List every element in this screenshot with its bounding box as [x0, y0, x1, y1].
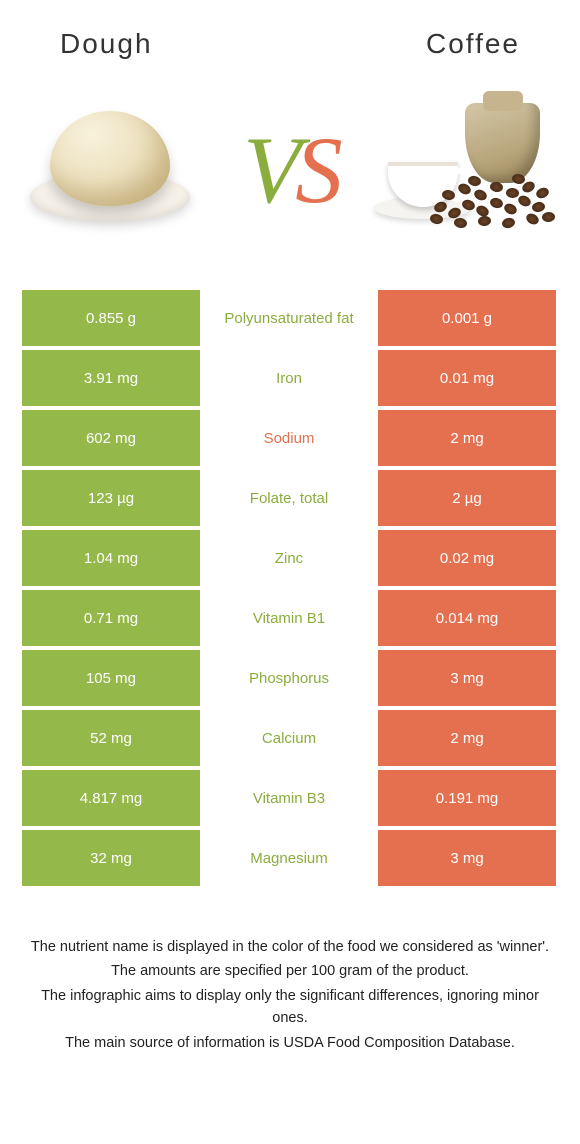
left-value: 602 mg	[22, 410, 200, 466]
comparison-table: 0.855 gPolyunsaturated fat0.001 g3.91 mg…	[0, 290, 580, 886]
table-row: 52 mgCalcium2 mg	[22, 710, 558, 766]
right-value: 3 mg	[378, 650, 556, 706]
coffee-beans	[424, 172, 554, 227]
dough-image	[20, 90, 200, 250]
footer-line: The nutrient name is displayed in the co…	[28, 936, 552, 958]
table-row: 1.04 mgZinc0.02 mg	[22, 530, 558, 586]
left-value: 105 mg	[22, 650, 200, 706]
nutrient-label: Polyunsaturated fat	[200, 290, 378, 346]
left-value: 0.855 g	[22, 290, 200, 346]
table-row: 123 µgFolate, total2 µg	[22, 470, 558, 526]
nutrient-label: Sodium	[200, 410, 378, 466]
right-value: 2 mg	[378, 710, 556, 766]
vs-label: VS	[243, 115, 337, 225]
header: Dough Coffee	[0, 0, 580, 70]
left-value: 0.71 mg	[22, 590, 200, 646]
right-value: 2 µg	[378, 470, 556, 526]
table-row: 105 mgPhosphorus3 mg	[22, 650, 558, 706]
table-row: 32 mgMagnesium3 mg	[22, 830, 558, 886]
nutrient-label: Vitamin B1	[200, 590, 378, 646]
vs-s: S	[295, 117, 337, 223]
left-value: 123 µg	[22, 470, 200, 526]
nutrient-label: Zinc	[200, 530, 378, 586]
right-value: 2 mg	[378, 410, 556, 466]
right-value: 0.191 mg	[378, 770, 556, 826]
footer-line: The main source of information is USDA F…	[28, 1032, 552, 1054]
left-value: 3.91 mg	[22, 350, 200, 406]
left-food-title: Dough	[60, 28, 153, 60]
left-value: 1.04 mg	[22, 530, 200, 586]
table-row: 3.91 mgIron0.01 mg	[22, 350, 558, 406]
table-row: 4.817 mgVitamin B30.191 mg	[22, 770, 558, 826]
table-row: 0.71 mgVitamin B10.014 mg	[22, 590, 558, 646]
right-value: 0.014 mg	[378, 590, 556, 646]
table-row: 602 mgSodium2 mg	[22, 410, 558, 466]
vs-v: V	[243, 117, 295, 223]
nutrient-label: Folate, total	[200, 470, 378, 526]
nutrient-label: Vitamin B3	[200, 770, 378, 826]
left-value: 4.817 mg	[22, 770, 200, 826]
right-food-title: Coffee	[426, 28, 520, 60]
right-value: 0.02 mg	[378, 530, 556, 586]
footer-line: The amounts are specified per 100 gram o…	[28, 960, 552, 982]
left-value: 52 mg	[22, 710, 200, 766]
right-value: 0.01 mg	[378, 350, 556, 406]
nutrient-label: Magnesium	[200, 830, 378, 886]
footer-line: The infographic aims to display only the…	[28, 985, 552, 1030]
table-row: 0.855 gPolyunsaturated fat0.001 g	[22, 290, 558, 346]
right-value: 3 mg	[378, 830, 556, 886]
footer-notes: The nutrient name is displayed in the co…	[0, 890, 580, 1054]
nutrient-label: Phosphorus	[200, 650, 378, 706]
right-value: 0.001 g	[378, 290, 556, 346]
left-value: 32 mg	[22, 830, 200, 886]
nutrient-label: Iron	[200, 350, 378, 406]
hero-row: VS	[0, 70, 580, 290]
coffee-image	[380, 90, 560, 250]
nutrient-label: Calcium	[200, 710, 378, 766]
